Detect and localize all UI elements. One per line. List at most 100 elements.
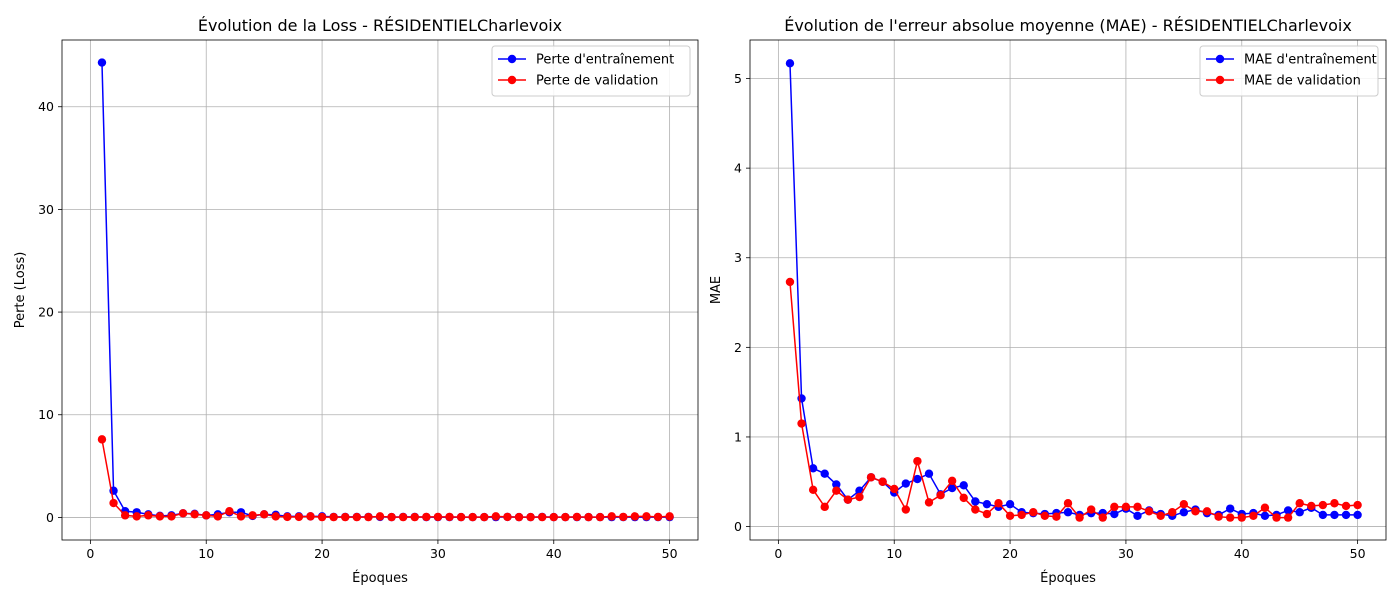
data-point [364, 512, 373, 522]
data-point [1052, 512, 1061, 521]
axes-frame [61, 39, 699, 541]
x-tick-label: 50 [662, 546, 678, 561]
data-point [1121, 502, 1131, 512]
data-point [1353, 500, 1362, 510]
data-point [947, 476, 957, 486]
data-point [433, 512, 443, 522]
data-point [890, 484, 899, 494]
data-point [225, 507, 234, 516]
data-point [1144, 507, 1154, 516]
data-point [1225, 504, 1235, 513]
data-point [1005, 499, 1015, 509]
data-point [630, 512, 640, 521]
data-point [584, 512, 593, 522]
data-point [537, 512, 547, 522]
x-tick-label: 40 [546, 546, 562, 561]
data-point [561, 512, 570, 522]
data-point [1330, 499, 1339, 508]
data-point [491, 512, 501, 521]
data-point [1156, 511, 1165, 521]
data-point [1098, 513, 1107, 522]
chart-panel-1: 0 10 20 30 40 50 0 10 20 30 40 Évolution de la Loss… [13, 16, 699, 586]
data-point [901, 479, 911, 488]
data-point [1307, 501, 1316, 511]
data-point [785, 277, 795, 287]
data-point [283, 512, 292, 522]
y-tick-label: 5 [734, 71, 742, 86]
y-tick-label: 40 [38, 99, 54, 114]
data-point [797, 419, 806, 428]
x-axis-label: Époques [352, 570, 408, 586]
data-point [1318, 500, 1328, 510]
data-point [317, 512, 327, 522]
data-point [398, 512, 408, 522]
legend-box [491, 45, 691, 97]
x-tick-label: 40 [1234, 546, 1250, 561]
data-point [808, 485, 818, 495]
data-point [1214, 512, 1223, 521]
data-point [1133, 502, 1142, 512]
data-point [109, 498, 118, 508]
data-point [1110, 509, 1119, 519]
data-point [913, 474, 922, 484]
legend-box [1199, 45, 1379, 97]
data-point [855, 492, 864, 502]
series-2 [97, 435, 674, 522]
legend-label: Perte de validation [536, 74, 658, 89]
data-point [653, 512, 663, 522]
x-tick-label: 0 [774, 546, 782, 561]
data-point [341, 512, 350, 522]
x-tick-label: 10 [198, 546, 214, 561]
data-point [1063, 499, 1073, 508]
data-point [1086, 505, 1096, 514]
data-point [1283, 513, 1293, 522]
data-point [294, 512, 304, 522]
data-point [1353, 510, 1362, 520]
data-point [642, 512, 651, 521]
data-point [913, 456, 922, 466]
y-tick-label: 4 [734, 161, 742, 176]
y-axis-label: Perte (Loss) [13, 252, 28, 329]
data-point [832, 486, 841, 495]
data-point [1295, 508, 1304, 517]
data-point [503, 512, 512, 522]
data-point [375, 512, 385, 521]
x-tick-label: 30 [430, 546, 446, 561]
data-point [1191, 507, 1200, 516]
data-point [155, 512, 165, 521]
data-point [936, 490, 945, 500]
legend-marker [1215, 54, 1225, 64]
data-point [820, 502, 829, 512]
legend-label: MAE de validation [1244, 74, 1361, 89]
y-tick-label: 0 [46, 510, 54, 525]
chart-title: Évolution de la Loss - RÉSIDENTIELCharle… [198, 16, 562, 35]
y-tick-label: 0 [734, 519, 742, 534]
data-point [248, 511, 257, 520]
data-point [820, 469, 829, 478]
data-point [1040, 511, 1050, 521]
data-point [1260, 511, 1270, 521]
data-point [994, 499, 1003, 508]
plot-area [62, 40, 698, 540]
data-point [480, 512, 489, 522]
data-point [1341, 501, 1351, 511]
data-point [456, 512, 466, 522]
data-point [352, 512, 362, 522]
data-point [1318, 510, 1328, 520]
data-point [785, 59, 795, 68]
data-point [422, 512, 431, 522]
data-point [236, 512, 246, 521]
data-point [1017, 510, 1026, 520]
data-point [607, 512, 616, 521]
data-point [959, 493, 968, 503]
data-point [924, 469, 934, 478]
data-point [468, 512, 477, 522]
x-tick-label: 0 [86, 546, 94, 561]
data-point [144, 511, 153, 520]
data-point [1075, 513, 1084, 522]
y-tick-label: 3 [734, 250, 742, 265]
data-point [526, 512, 535, 522]
data-point [514, 512, 524, 522]
data-point [1260, 503, 1270, 512]
data-point [1179, 508, 1189, 517]
